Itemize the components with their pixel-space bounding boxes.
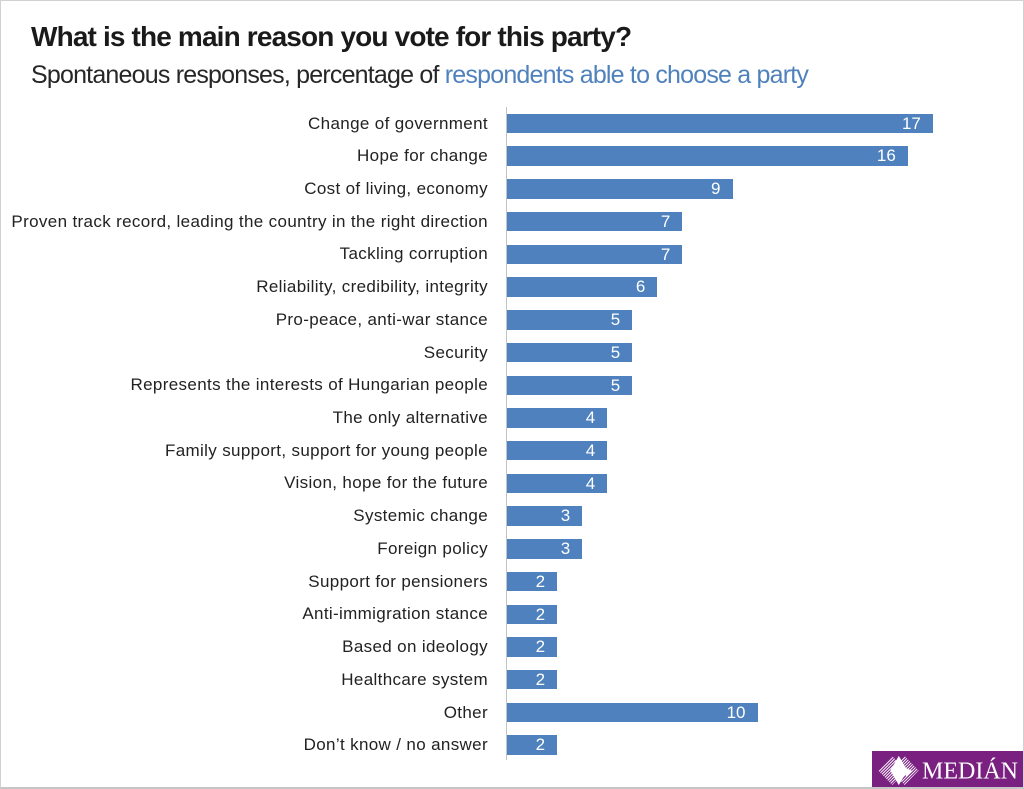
svg-text:MEDIÁN: MEDIÁN bbox=[922, 758, 1018, 784]
